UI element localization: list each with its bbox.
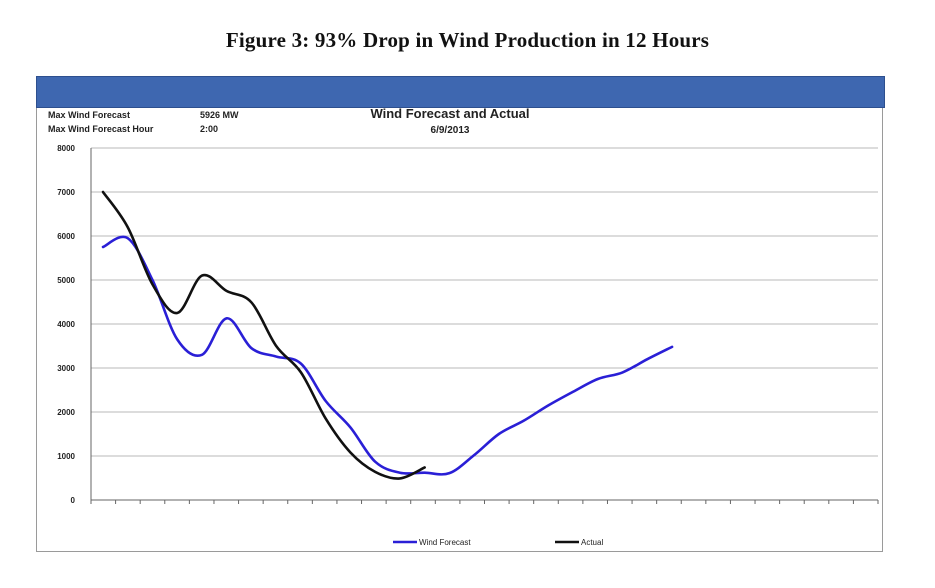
y-tick-label: 7000 (57, 188, 75, 197)
y-tick-label: 1000 (57, 452, 75, 461)
y-tick-label: 6000 (57, 232, 75, 241)
legend-label-wind-forecast: Wind Forecast (419, 538, 471, 547)
figure-title: Figure 3: 93% Drop in Wind Production in… (225, 28, 710, 52)
legend-label-actual: Actual (581, 538, 603, 547)
max-forecast-value: 5926 MW (200, 110, 239, 120)
chart-banner (36, 76, 885, 108)
max-forecast-label: Max Wind Forecast (48, 110, 130, 120)
chart-date: 6/9/2013 (430, 125, 470, 136)
series-line-actual (101, 190, 426, 480)
max-forecast-hour-value: 2:00 (200, 124, 219, 134)
y-tick-label: 0 (71, 496, 76, 505)
y-tick-label: 8000 (57, 144, 75, 153)
y-tick-label: 4000 (57, 320, 75, 329)
max-forecast-hour-label: Max Wind Forecast Hour (48, 124, 154, 134)
series-line-wind-forecast (101, 235, 674, 476)
y-tick-label: 2000 (57, 408, 75, 417)
y-tick-label: 3000 (57, 364, 75, 373)
chart-title: Wind Forecast and Actual (370, 106, 530, 121)
y-tick-label: 5000 (57, 276, 75, 285)
